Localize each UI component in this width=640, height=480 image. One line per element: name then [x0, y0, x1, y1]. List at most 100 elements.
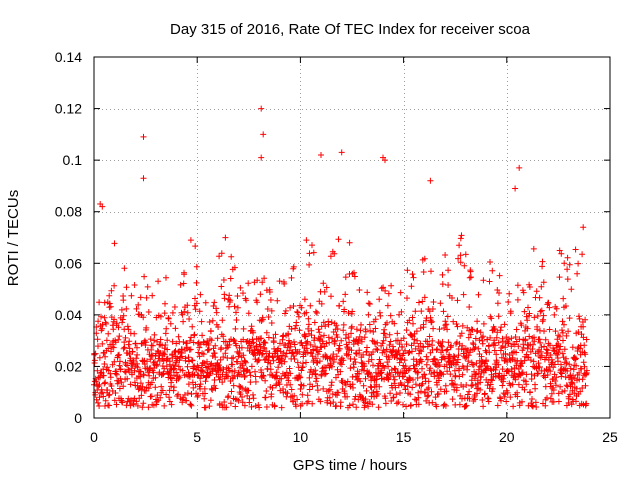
data-point [547, 342, 553, 349]
data-point [331, 356, 337, 363]
data-point [313, 378, 319, 385]
data-point [263, 329, 270, 336]
data-point [241, 372, 248, 379]
y-tick-label: 0.06 [55, 255, 82, 271]
data-point [120, 297, 127, 304]
data-point [192, 306, 199, 313]
data-point [562, 303, 569, 309]
data-point [387, 312, 394, 319]
data-point [271, 403, 278, 410]
data-point [539, 352, 545, 359]
data-point [475, 345, 482, 352]
data-point [247, 379, 254, 386]
data-point [335, 389, 342, 396]
data-point [521, 386, 528, 393]
data-point [292, 325, 299, 332]
data-point [391, 376, 398, 383]
data-point [171, 384, 177, 391]
data-point [116, 351, 122, 358]
data-point [529, 396, 535, 402]
data-point [164, 346, 171, 353]
data-point [277, 340, 283, 347]
data-point [415, 369, 422, 376]
data-point [172, 325, 179, 332]
data-point [542, 402, 549, 409]
data-point [193, 300, 200, 307]
data-point [370, 349, 376, 355]
y-tick-label: 0.1 [63, 152, 83, 168]
data-point [575, 260, 582, 267]
data-point [340, 327, 347, 334]
data-point [101, 361, 108, 367]
data-point [301, 296, 308, 303]
data-point [357, 378, 364, 385]
data-point [436, 362, 443, 368]
data-point [416, 347, 423, 354]
data-point [407, 391, 414, 398]
data-point [300, 360, 306, 367]
data-point [306, 261, 313, 268]
data-point [106, 292, 113, 299]
data-point [465, 352, 472, 359]
data-point [508, 335, 515, 342]
data-point [416, 299, 422, 306]
data-point [317, 333, 324, 340]
data-point [304, 338, 311, 345]
data-point [452, 381, 458, 388]
data-point [346, 239, 353, 246]
data-point [282, 307, 289, 314]
data-point [329, 391, 336, 397]
data-point [537, 339, 544, 346]
data-point [415, 394, 422, 401]
x-tick-labels: 0 5 10 15 20 25 [90, 429, 618, 445]
data-point [102, 379, 109, 386]
data-point [376, 383, 383, 390]
data-point [261, 339, 268, 346]
data-point [96, 299, 103, 306]
data-point [439, 271, 446, 278]
data-point [108, 348, 114, 355]
data-point [110, 344, 117, 351]
data-point [480, 277, 487, 284]
data-point [262, 394, 269, 401]
data-point [118, 306, 125, 313]
data-point [360, 351, 367, 358]
data-point [278, 375, 285, 382]
data-point [336, 342, 343, 349]
data-point [559, 327, 565, 334]
data-point [382, 334, 389, 341]
data-point [232, 403, 239, 410]
data-point [192, 295, 198, 302]
data-point [540, 279, 547, 286]
data-point [385, 290, 392, 297]
data-point [548, 356, 555, 363]
data-point [576, 313, 582, 320]
data-point [410, 274, 417, 281]
chart-title: Day 315 of 2016, Rate Of TEC Index for r… [170, 21, 531, 38]
data-point [230, 382, 237, 389]
data-point [275, 364, 282, 371]
data-point [259, 316, 266, 323]
data-point [443, 347, 450, 354]
data-point [258, 335, 265, 342]
data-point [484, 382, 491, 389]
data-point [489, 377, 496, 384]
data-point [215, 324, 222, 330]
y-tick-label: 0.02 [55, 358, 82, 374]
data-point [562, 374, 569, 380]
data-point [409, 384, 416, 391]
data-point [466, 304, 473, 310]
data-point [238, 344, 245, 351]
data-point [419, 365, 425, 372]
data-point [425, 384, 432, 391]
data-point [344, 345, 351, 352]
data-point [298, 339, 305, 346]
data-point [428, 268, 434, 275]
data-point [572, 355, 579, 362]
data-point [338, 149, 345, 156]
data-point [410, 362, 417, 369]
data-point [557, 343, 564, 350]
data-point [172, 362, 179, 369]
data-point [346, 402, 353, 409]
data-point [467, 331, 474, 338]
